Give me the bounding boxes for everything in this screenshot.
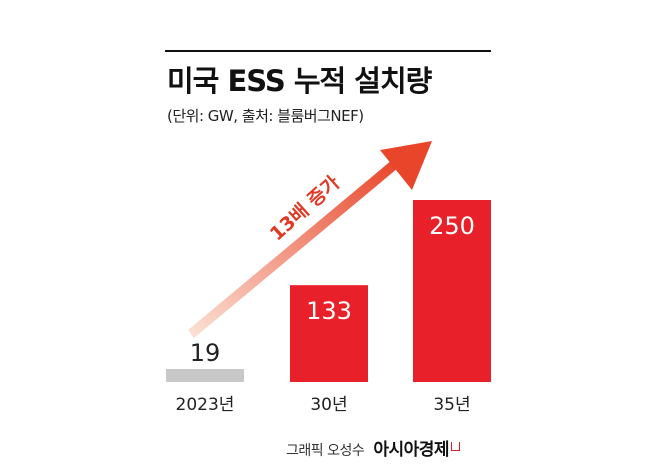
category-label-0: 2023년 [176, 395, 235, 415]
bar-0 [166, 369, 244, 382]
title-rule [165, 50, 491, 52]
data-label-1: 133 [306, 297, 352, 325]
data-label-2: 250 [429, 212, 475, 240]
growth-arrow-shaft [188, 160, 398, 338]
publisher-logo: 아시아경제 [373, 440, 450, 460]
category-label-1: 30년 [310, 395, 347, 415]
bar-2 [413, 200, 491, 382]
growth-arrow-head [380, 141, 432, 190]
publisher-mark-icon [451, 442, 461, 451]
graphic-credit: 그래픽 오성수 [286, 443, 365, 459]
chart-subtitle: (단위: GW, 출처: 블룸버그NEF) [167, 107, 364, 125]
chart-title: 미국 ESS 누적 설치량 [167, 64, 432, 98]
data-label-0: 19 [190, 339, 221, 367]
credit-line: 그래픽 오성수 아시아경제 [286, 435, 461, 460]
category-label-2: 35년 [433, 395, 470, 415]
bar-1 [290, 285, 368, 382]
